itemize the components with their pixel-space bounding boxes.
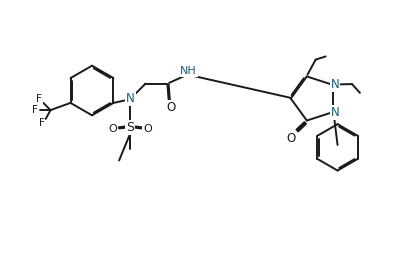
Text: N: N [126, 93, 135, 105]
Text: N: N [331, 106, 339, 120]
Text: F: F [39, 118, 45, 128]
Text: O: O [143, 124, 152, 133]
Text: O: O [166, 101, 175, 114]
Text: O: O [109, 124, 118, 133]
Text: NH: NH [180, 66, 197, 76]
Text: S: S [126, 121, 134, 134]
Text: N: N [331, 78, 339, 90]
Text: O: O [286, 132, 295, 145]
Text: F: F [32, 105, 38, 115]
Text: F: F [37, 94, 42, 104]
